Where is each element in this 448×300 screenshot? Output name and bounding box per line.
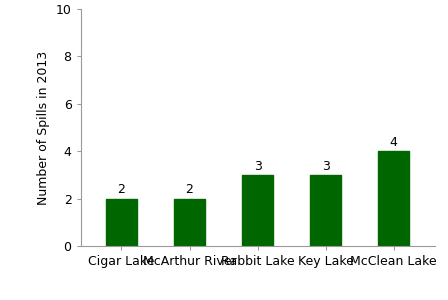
Bar: [174, 199, 205, 246]
Bar: [310, 175, 341, 246]
Bar: [379, 151, 409, 246]
Text: 2: 2: [185, 183, 194, 196]
Y-axis label: Number of Spills in 2013: Number of Spills in 2013: [37, 50, 50, 205]
Bar: [242, 175, 273, 246]
Text: 4: 4: [390, 136, 398, 149]
Bar: [106, 199, 137, 246]
Text: 2: 2: [117, 183, 125, 196]
Text: 3: 3: [322, 160, 330, 172]
Text: 3: 3: [254, 160, 262, 172]
